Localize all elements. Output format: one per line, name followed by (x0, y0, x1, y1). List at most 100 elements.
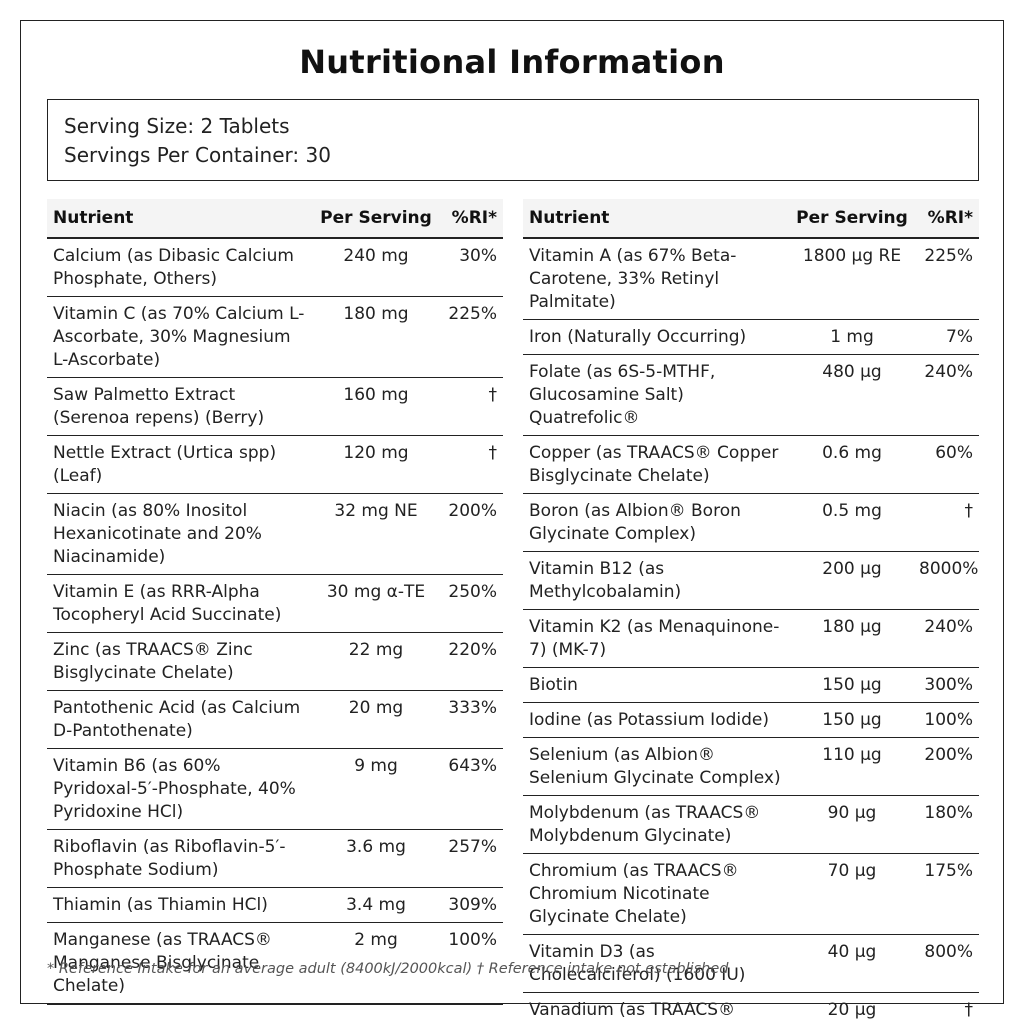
ri-value: † (964, 501, 974, 521)
page-title: Nutritional Information (299, 43, 725, 81)
per-serving-value: 30 mg α-TE (326, 582, 426, 602)
per-serving-value: 3.6 mg (346, 837, 406, 857)
table-header: Nutrient Per Serving %RI* (523, 199, 979, 239)
table-row: Vanadium (as TRAACS® Vanadium Nicotinate… (523, 993, 979, 1024)
nutrient-name: Folate (as 6S-5-MTHF, Glucosamine Salt) … (529, 362, 716, 428)
nutrient-name: Iron (Naturally Occurring) (529, 327, 747, 347)
nutrient-name: Selenium (as Albion® Selenium Glycinate … (529, 745, 781, 788)
per-serving-value: 32 mg NE (334, 501, 418, 521)
ri-value: 100% (924, 710, 973, 730)
nutrition-panel: Nutritional Information Serving Size: 2 … (20, 20, 1004, 1024)
ri-value: 200% (924, 745, 973, 765)
ri-value: 100% (448, 930, 497, 950)
table-row: Pantothenic Acid (as Calcium D-Pantothen… (47, 691, 503, 749)
table-row: Chromium (as TRAACS® Chromium Nicotinate… (523, 854, 979, 935)
table-row: Biotin 150 µg 300% (523, 668, 979, 703)
nutrient-name: Vitamin B12 (as Methylcobalamin) (529, 559, 682, 602)
nutrient-name: Molybdenum (as TRAACS® Molybdenum Glycin… (529, 803, 761, 846)
ri-value: 225% (448, 304, 497, 324)
per-serving-value: 120 mg (343, 443, 409, 463)
header-per-serving: Per Serving (796, 208, 908, 228)
table-row: Manganese (as TRAACS® Manganese Bisglyci… (47, 923, 503, 1005)
per-serving-value: 90 µg (827, 803, 877, 823)
nutrient-name: Vitamin E (as RRR-Alpha Tocopheryl Acid … (53, 582, 282, 625)
nutrient-name: Boron (as Albion® Boron Glycinate Comple… (529, 501, 741, 544)
ri-value: 7% (946, 327, 973, 347)
nutrient-name: Biotin (529, 675, 578, 695)
nutrient-name: Copper (as TRAACS® Copper Bisglycinate C… (529, 443, 779, 486)
table-row: Folate (as 6S-5-MTHF, Glucosamine Salt) … (523, 355, 979, 436)
table-row: Vitamin B6 (as 60% Pyridoxal-5′-Phosphat… (47, 749, 503, 830)
nutrient-name: Saw Palmetto Extract (Serenoa repens) (B… (53, 385, 265, 428)
ri-value: † (488, 385, 498, 405)
per-serving-value: 110 µg (822, 745, 882, 765)
nutrient-name: Nettle Extract (Urtica spp) (Leaf) (53, 443, 277, 486)
per-serving-value: 150 µg (822, 675, 882, 695)
table-row: Vitamin K2 (as Menaquinone-7) (MK-7) 180 … (523, 610, 979, 668)
table-row: Vitamin C (as 70% Calcium L-Ascorbate, 3… (47, 297, 503, 378)
nutrient-name: Chromium (as TRAACS® Chromium Nicotinate… (529, 861, 739, 927)
table-row: Nettle Extract (Urtica spp) (Leaf) 120 mg… (47, 436, 503, 494)
table-row: Calcium (as Dibasic Calcium Phosphate, O… (47, 239, 503, 297)
per-serving-value: 3.4 mg (346, 895, 406, 915)
nutrient-name: Vitamin C (as 70% Calcium L-Ascorbate, 3… (53, 304, 305, 370)
footnote: * Reference Intake for an average adult … (47, 961, 729, 977)
nutrient-name: Iodine (as Potassium Iodide) (529, 710, 769, 730)
per-serving-value: 22 mg (348, 640, 404, 660)
ri-value: 200% (448, 501, 497, 521)
ri-value: 60% (935, 443, 973, 463)
header-nutrient: Nutrient (529, 208, 610, 228)
per-serving-value: 40 µg (827, 942, 877, 962)
nutrient-table-right: Nutrient Per Serving %RI* Vitamin A (as … (523, 199, 979, 1024)
nutrient-table-left: Nutrient Per Serving %RI* Calcium (as Di… (47, 199, 503, 1005)
table-row: Vitamin B12 (as Methylcobalamin) 200 µg 80… (523, 552, 979, 610)
ri-value: † (964, 1000, 974, 1020)
ri-value: 250% (448, 582, 497, 602)
table-row: Vitamin D3 (as Cholecalciferol) (1600 IU… (523, 935, 979, 993)
table-row: Vitamin E (as RRR-Alpha Tocopheryl Acid … (47, 575, 503, 633)
table-header: Nutrient Per Serving %RI* (47, 199, 503, 239)
header-per-serving: Per Serving (320, 208, 432, 228)
per-serving-value: 1800 µg RE (802, 246, 902, 266)
nutrient-name: Zinc (as TRAACS® Zinc Bisglycinate Chela… (53, 640, 253, 683)
servings-per-container: Servings Per Container: 30 (64, 143, 331, 167)
serving-size: Serving Size: 2 Tablets (64, 114, 290, 138)
per-serving-value: 160 mg (343, 385, 409, 405)
ri-value: 240% (924, 362, 973, 382)
table-row: Thiamin (as Thiamin HCl) 3.4 mg 309% (47, 888, 503, 923)
ri-value: 300% (924, 675, 973, 695)
ri-value: 309% (448, 895, 497, 915)
table-row: Saw Palmetto Extract (Serenoa repens) (B… (47, 378, 503, 436)
table-row: Iodine (as Potassium Iodide) 150 µg 100% (523, 703, 979, 738)
table-row: Molybdenum (as TRAACS® Molybdenum Glycin… (523, 796, 979, 854)
per-serving-value: 200 µg (822, 559, 882, 579)
table-row: Copper (as TRAACS® Copper Bisglycinate C… (523, 436, 979, 494)
table-row: Iron (Naturally Occurring) 1 mg 7% (523, 320, 979, 355)
ri-value: † (488, 443, 498, 463)
per-serving-value: 20 mg (348, 698, 404, 718)
per-serving-value: 2 mg (354, 930, 398, 950)
nutrient-name: Calcium (as Dibasic Calcium Phosphate, O… (53, 246, 294, 289)
table-row: Riboflavin (as Riboflavin-5′-Phosphate S… (47, 830, 503, 888)
table-row: Zinc (as TRAACS® Zinc Bisglycinate Chela… (47, 633, 503, 691)
nutrient-name: Pantothenic Acid (as Calcium D-Pantothen… (53, 698, 301, 741)
ri-value: 800% (924, 942, 973, 962)
per-serving-value: 180 µg (822, 617, 882, 637)
per-serving-value: 150 µg (822, 710, 882, 730)
per-serving-value: 180 mg (343, 304, 409, 324)
ri-value: 220% (448, 640, 497, 660)
ri-value: 175% (924, 861, 973, 881)
ri-value: 180% (924, 803, 973, 823)
table-row: Boron (as Albion® Boron Glycinate Comple… (523, 494, 979, 552)
per-serving-value: 70 µg (827, 861, 877, 881)
nutrient-name: Vitamin D3 (as Cholecalciferol) (1600 IU… (529, 942, 746, 985)
nutrient-name: Thiamin (as Thiamin HCl) (53, 895, 268, 915)
ri-value: 30% (459, 246, 497, 266)
nutrient-name: Manganese (as TRAACS® Manganese Bisglyci… (53, 930, 272, 996)
table-row: Niacin (as 80% Inositol Hexanicotinate a… (47, 494, 503, 575)
header-ri: %RI* (927, 208, 973, 228)
table-row: Selenium (as Albion® Selenium Glycinate … (523, 738, 979, 796)
serving-info-box: Serving Size: 2 Tablets Servings Per Con… (47, 99, 979, 181)
per-serving-value: 20 µg (827, 1000, 877, 1020)
ri-value: 333% (448, 698, 497, 718)
